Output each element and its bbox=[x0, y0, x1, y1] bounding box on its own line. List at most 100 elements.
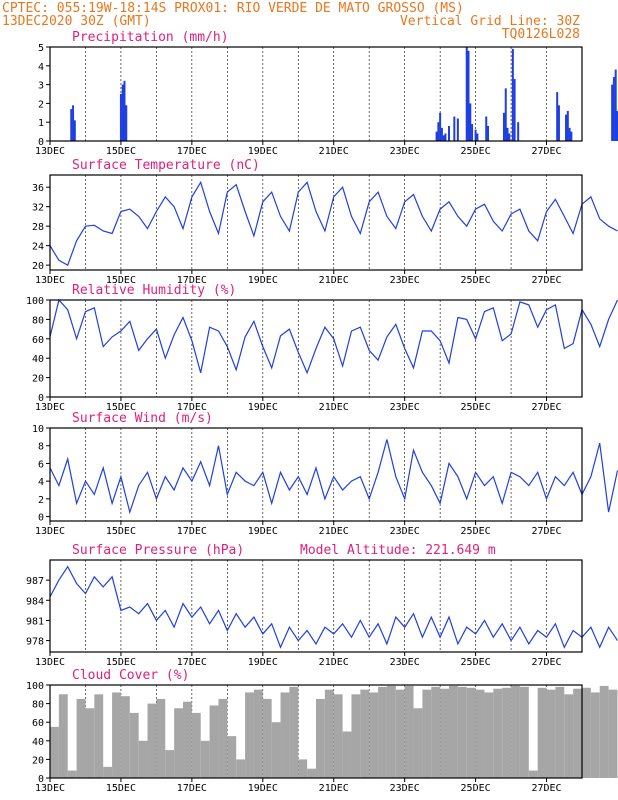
cloud-bar bbox=[200, 740, 210, 778]
cloud-bar bbox=[502, 687, 512, 778]
x-tick-label: 13DEC bbox=[35, 657, 65, 668]
y-tick-label: 5 bbox=[38, 43, 44, 54]
cloud-bar bbox=[316, 698, 325, 778]
y-tick-label: 100 bbox=[26, 681, 44, 692]
x-tick-label: 21DEC bbox=[319, 657, 349, 668]
precip-bar bbox=[566, 110, 569, 141]
cloud-bar bbox=[386, 685, 396, 778]
y-tick-label: 984 bbox=[26, 596, 44, 607]
precip-bar bbox=[469, 103, 472, 141]
y-tick-label: 2 bbox=[38, 99, 44, 110]
x-tick-label: 17DEC bbox=[177, 526, 207, 537]
plot-frame bbox=[49, 427, 583, 522]
cloud-bar bbox=[324, 689, 334, 778]
precip-bar bbox=[439, 112, 442, 141]
y-tick-label: 100 bbox=[26, 296, 44, 307]
cloud-bar bbox=[298, 759, 308, 778]
x-tick-label: 19DEC bbox=[248, 526, 278, 537]
x-tick-label: 27DEC bbox=[531, 526, 561, 537]
header-date: 13DEC2020 30Z (GMT) bbox=[2, 14, 151, 29]
y-tick-label: 60 bbox=[32, 335, 44, 346]
cloud-bar bbox=[271, 722, 281, 778]
precip-bar bbox=[435, 131, 438, 141]
y-tick-label: 6 bbox=[38, 459, 44, 470]
precip-bar bbox=[556, 92, 559, 141]
x-tick-label: 17DEC bbox=[177, 402, 207, 413]
x-tick-label: 15DEC bbox=[106, 146, 136, 157]
plot-frame bbox=[49, 174, 583, 271]
x-tick-label: 23DEC bbox=[390, 146, 420, 157]
x-tick-label: 23DEC bbox=[390, 783, 420, 794]
panel-1: 0 1 2 3 4 5 13DEC 15DEC 17DEC 19DEC 21DEC 23DEC 25DE… bbox=[35, 30, 618, 157]
precip-bar bbox=[465, 47, 468, 141]
cloud-bar bbox=[599, 685, 609, 778]
cloud-bar bbox=[493, 688, 503, 778]
precip-bar bbox=[612, 77, 615, 141]
precip-bar bbox=[471, 124, 474, 141]
x-tick-label: 23DEC bbox=[390, 526, 420, 537]
cloud-bar bbox=[129, 712, 139, 778]
y-tick-label: 60 bbox=[32, 718, 44, 729]
cloud-bar bbox=[528, 770, 538, 778]
precip-bar bbox=[467, 50, 470, 142]
y-tick-label: 20 bbox=[32, 755, 44, 766]
y-tick-label: 40 bbox=[32, 737, 44, 748]
cloud-bar bbox=[582, 687, 591, 778]
x-tick-label: 15DEC bbox=[106, 783, 136, 794]
y-tick-label: 20 bbox=[32, 374, 44, 385]
y-tick-label: 80 bbox=[32, 700, 44, 711]
cloud-bar bbox=[174, 708, 183, 778]
precip-bar bbox=[453, 116, 456, 141]
y-tick-label: 981 bbox=[26, 616, 44, 627]
cloud-bar bbox=[333, 694, 343, 778]
y-tick-label: 2 bbox=[38, 495, 44, 506]
x-tick-label: 23DEC bbox=[390, 657, 420, 668]
header-grid-line: Vertical Grid Line: 30Z bbox=[400, 14, 580, 29]
precip-bar bbox=[513, 78, 516, 141]
precip-bar bbox=[568, 127, 571, 141]
cloud-bar bbox=[608, 689, 618, 778]
x-tick-label: 27DEC bbox=[531, 146, 561, 157]
panel-4: 0 2 4 6 8 10 13DEC 15DEC 17DEC 19DEC 21DEC 23DEC 25D… bbox=[32, 411, 618, 537]
x-tick-label: 25DEC bbox=[461, 275, 491, 286]
header-line1: CPTEC: 055:19W-18:14S PROX01: RIO VERDE … bbox=[2, 1, 464, 16]
x-tick-label: 13DEC bbox=[35, 526, 65, 537]
cloud-bar bbox=[85, 708, 95, 778]
y-tick-label: 0 bbox=[38, 393, 44, 404]
cloud-bar bbox=[449, 685, 458, 778]
y-tick-label: 4 bbox=[38, 477, 44, 488]
precip-bar bbox=[119, 94, 122, 141]
precip-bar bbox=[72, 105, 75, 141]
cloud-bar bbox=[422, 689, 432, 778]
header-model: TQ0126L028 bbox=[502, 27, 580, 42]
cloud-bar bbox=[138, 740, 148, 778]
y-tick-label: 978 bbox=[26, 637, 44, 648]
series-line bbox=[49, 180, 618, 266]
x-tick-label: 13DEC bbox=[35, 146, 65, 157]
cloud-bar bbox=[475, 689, 485, 778]
cloud-bar bbox=[466, 687, 476, 778]
x-tick-label: 21DEC bbox=[319, 783, 349, 794]
y-tick-label: 0 bbox=[38, 774, 44, 785]
y-tick-label: 80 bbox=[32, 315, 44, 326]
y-tick-label: 987 bbox=[26, 576, 44, 587]
cloud-bar bbox=[404, 685, 414, 778]
cloud-bar bbox=[351, 694, 361, 778]
cloud-bar bbox=[94, 694, 104, 778]
cloud-bar bbox=[165, 750, 175, 778]
cloud-bar bbox=[431, 686, 441, 778]
y-tick-label: 4 bbox=[38, 62, 44, 73]
cloud-bar bbox=[209, 705, 219, 778]
x-tick-label: 17DEC bbox=[177, 146, 207, 157]
precip-bar bbox=[456, 118, 459, 141]
cloud-bar bbox=[590, 692, 600, 778]
precip-bar bbox=[123, 80, 126, 141]
panel-5: 978 981 984 987 13DEC 15DEC 17DEC 19DEC 21DEC 23D… bbox=[26, 543, 618, 668]
precip-bar bbox=[125, 105, 128, 141]
precip-bar bbox=[508, 133, 511, 141]
x-tick-label: 17DEC bbox=[177, 275, 207, 286]
x-tick-label: 19DEC bbox=[248, 402, 278, 413]
cloud-bar bbox=[307, 768, 316, 778]
precip-bar bbox=[121, 84, 124, 141]
